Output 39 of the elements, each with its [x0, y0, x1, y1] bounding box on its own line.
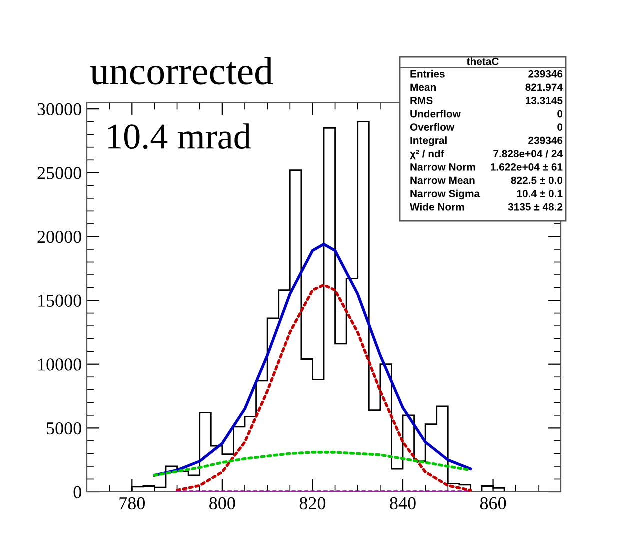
y-tick-label: 10000: [38, 358, 82, 371]
annotation: 822.5 ± 0.0: [511, 176, 563, 184]
text: thetaC: [466, 58, 499, 66]
annotation: 3135 ± 48.2: [508, 203, 563, 211]
x-tick-label: 820: [300, 497, 326, 510]
annotation: RMS: [410, 97, 433, 104]
text: Entries: [410, 70, 445, 78]
annotation: 7.828e+04 / 24: [494, 150, 563, 158]
y-tick-label: 30000: [38, 103, 82, 116]
text: Mean: [410, 84, 436, 92]
annotation: 1.622e+04 ± 61: [491, 164, 563, 171]
x-tick-label: 860: [480, 497, 506, 510]
annotation: Overflow: [410, 123, 455, 131]
annotation: 10.4 ± 0.1: [517, 190, 563, 198]
y-tick-label: 20000: [38, 230, 82, 244]
y-tick-label: 25000: [38, 167, 82, 180]
text: 821.974: [526, 84, 563, 92]
annotation: 0: [558, 124, 563, 131]
annotation: Underflow: [410, 110, 461, 118]
annotation: 239346: [528, 136, 563, 144]
chart-title: uncorrected: [90, 57, 274, 85]
line-series: [176, 284, 472, 492]
annotation: Narrow Mean: [410, 176, 475, 184]
x-tick-label: 840: [390, 497, 416, 510]
y-tick-label: 5000: [47, 422, 82, 435]
annotation: χ² / ndf: [410, 150, 444, 160]
y-tick-label: 0: [74, 486, 82, 498]
annotation: Integral: [410, 136, 447, 146]
annotation: Wide Norm: [410, 203, 464, 211]
x-tick-label: 800: [210, 497, 236, 510]
line-series: [153, 242, 472, 477]
annotation: 0: [558, 110, 563, 118]
y-tick-label: 15000: [38, 294, 82, 307]
annotation: Narrow Sigma: [410, 190, 480, 200]
annotation: 13.3145: [526, 97, 563, 104]
text: 239346: [528, 70, 563, 78]
annotation: 10.4 mrad: [108, 124, 251, 150]
annotation: Narrow Norm: [410, 164, 476, 171]
x-tick-label: 780: [120, 497, 145, 510]
